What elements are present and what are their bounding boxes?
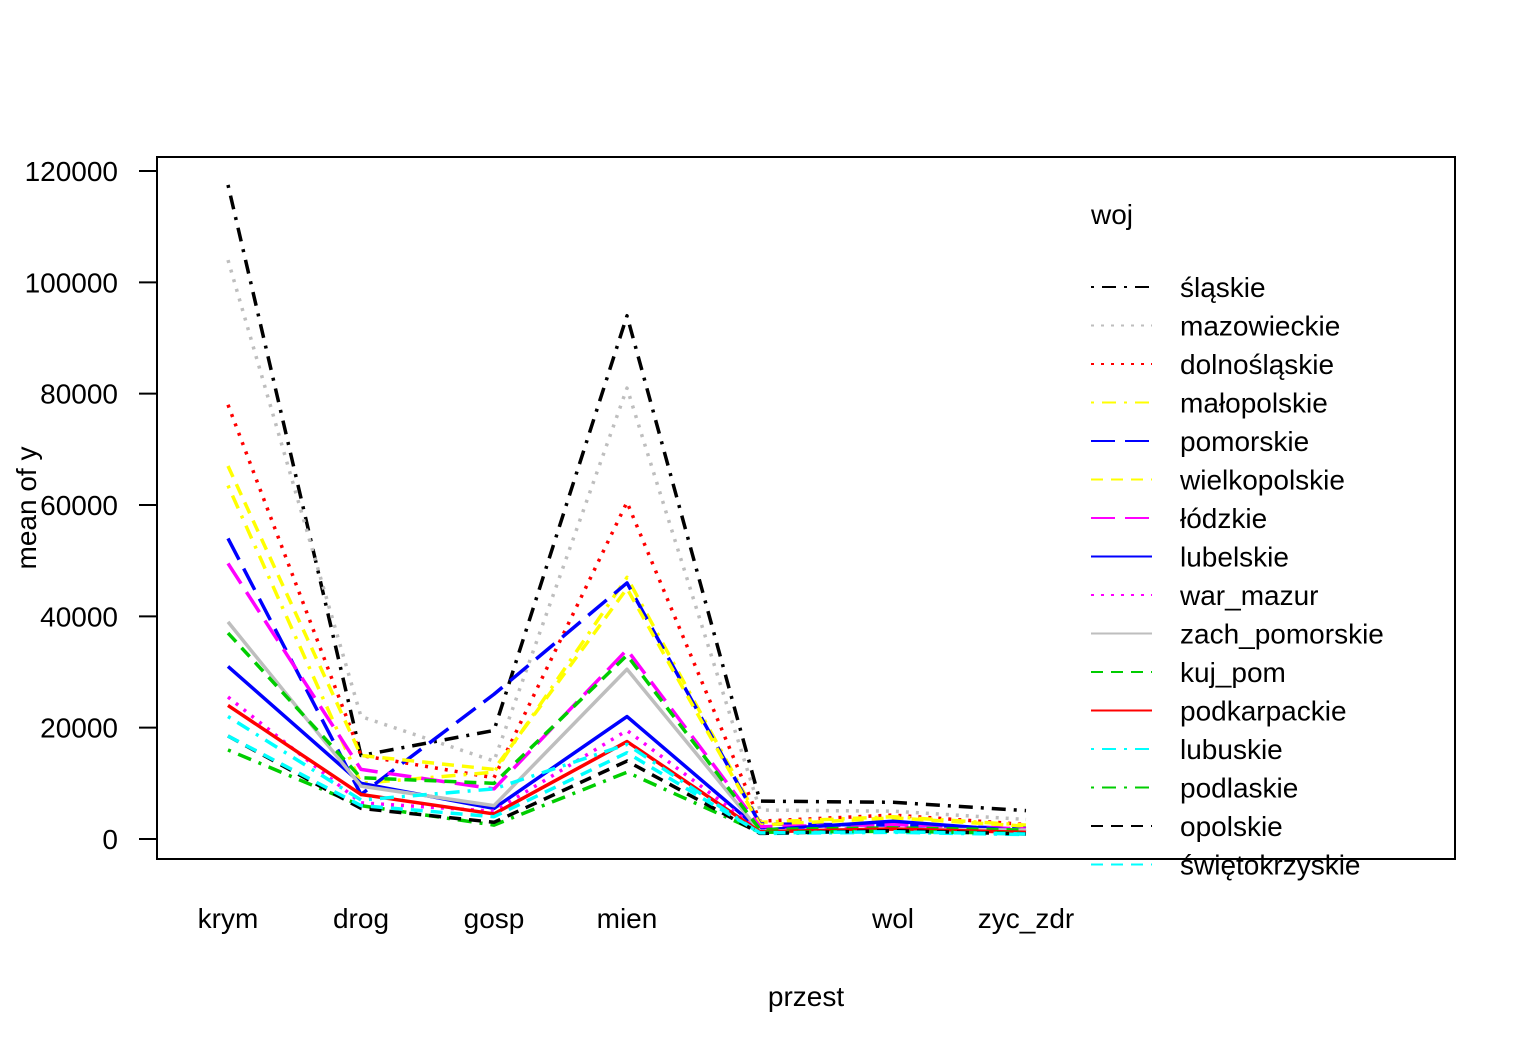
series-line-10 xyxy=(226,631,1027,832)
legend-title: woj xyxy=(1090,199,1133,230)
y-tick-label: 60000 xyxy=(40,490,118,521)
series-line-11 xyxy=(227,703,1027,835)
legend-label: łódzkie xyxy=(1180,503,1267,534)
series-lines xyxy=(226,184,1027,837)
legend-label: wielkopolskie xyxy=(1179,465,1345,496)
series-line-1 xyxy=(226,259,1027,822)
legend-label: podlaskie xyxy=(1180,773,1298,804)
x-tick-label: zyc_zdr xyxy=(978,903,1074,934)
x-axis: krym drog gosp mien wol zyc_zdr xyxy=(198,903,1075,934)
legend-label: lubuskie xyxy=(1180,734,1283,765)
legend-label: lubelskie xyxy=(1180,542,1289,573)
legend-label: kuj_pom xyxy=(1180,657,1286,688)
legend-label: war_mazur xyxy=(1179,580,1318,611)
x-axis-title: przest xyxy=(768,981,844,1012)
y-tick-label: 80000 xyxy=(40,379,118,410)
x-tick-label: mien xyxy=(597,903,658,934)
legend-label: małopolskie xyxy=(1180,388,1328,419)
legend-label: mazowieckie xyxy=(1180,311,1340,342)
series-line-3 xyxy=(226,484,1027,827)
y-axis-title: mean of y xyxy=(11,447,42,570)
x-tick-label: gosp xyxy=(464,903,525,934)
y-tick-label: 120000 xyxy=(25,156,118,187)
series-line-15 xyxy=(227,734,1027,836)
series-line-7 xyxy=(226,665,1027,833)
series-line-5 xyxy=(226,465,1027,828)
y-tick-label: 100000 xyxy=(25,267,118,298)
x-tick-label: wol xyxy=(871,903,914,934)
y-axis: 0 20000 40000 60000 80000 100000 120000 xyxy=(25,156,157,855)
series-line-6 xyxy=(226,562,1027,831)
series-line-12 xyxy=(227,715,1027,837)
series-line-0 xyxy=(226,184,1027,813)
y-tick-label: 20000 xyxy=(40,713,118,744)
series-line-14 xyxy=(227,734,1027,836)
legend-label: dolnośląskie xyxy=(1180,349,1334,380)
y-tick-label: 40000 xyxy=(40,601,118,632)
x-tick-label: krym xyxy=(198,903,259,934)
x-tick-label: drog xyxy=(333,903,389,934)
legend-label: podkarpackie xyxy=(1180,696,1347,727)
legend-label: śląskie xyxy=(1180,272,1266,303)
legend-label: pomorskie xyxy=(1180,426,1309,457)
legend-label: zach_pomorskie xyxy=(1180,619,1384,650)
legend-label: świętokrzyskie xyxy=(1180,850,1360,881)
legend: woj śląskie mazowieckie dolnośląskie małopo… xyxy=(1090,199,1384,881)
legend-label: opolskie xyxy=(1180,811,1283,842)
plot-frame xyxy=(156,156,1456,860)
y-tick-label: 0 xyxy=(102,824,118,855)
